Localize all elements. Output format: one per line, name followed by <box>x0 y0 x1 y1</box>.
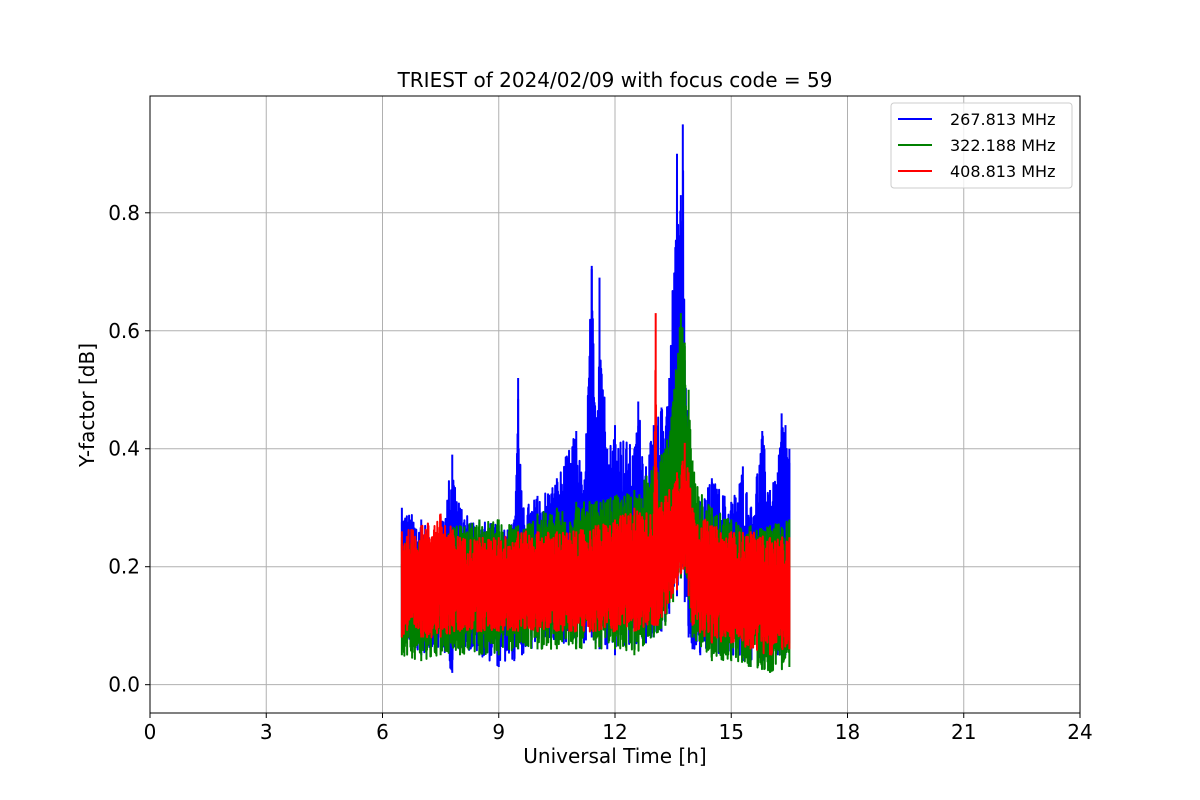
legend-label: 267.813 MHz <box>950 110 1055 129</box>
x-tick-label: 18 <box>835 720 860 744</box>
legend-label: 322.188 MHz <box>950 136 1055 155</box>
legend: 267.813 MHz 322.188 MHz 408.813 MHz <box>890 102 1073 189</box>
x-tick-label: 3 <box>260 720 273 744</box>
chart-title: TRIEST of 2024/02/09 with focus code = 5… <box>397 68 833 92</box>
y-tick-label: 0.4 <box>108 437 140 461</box>
x-tick-label: 0 <box>144 720 157 744</box>
x-tick-label: 24 <box>1067 720 1092 744</box>
ticks: 0 3 6 9 12 15 18 21 24 0.0 0.2 0.4 0.6 0.8 <box>108 201 1093 744</box>
legend-box <box>890 102 1073 189</box>
y-tick-label: 0.2 <box>108 555 140 579</box>
y-tick-label: 0.6 <box>108 319 140 343</box>
x-axis-label: Universal Time [h] <box>523 744 706 768</box>
x-tick-label: 6 <box>376 720 389 744</box>
y-axis-label: Y-factor [dB] <box>75 343 99 468</box>
series-layer <box>400 124 791 673</box>
y-tick-label: 0.8 <box>108 201 140 225</box>
y-tick-label: 0.0 <box>108 673 140 697</box>
x-tick-label: 15 <box>719 720 744 744</box>
x-tick-label: 21 <box>951 720 976 744</box>
x-tick-label: 9 <box>492 720 505 744</box>
x-tick-label: 12 <box>602 720 627 744</box>
legend-label: 408.813 MHz <box>950 162 1055 181</box>
